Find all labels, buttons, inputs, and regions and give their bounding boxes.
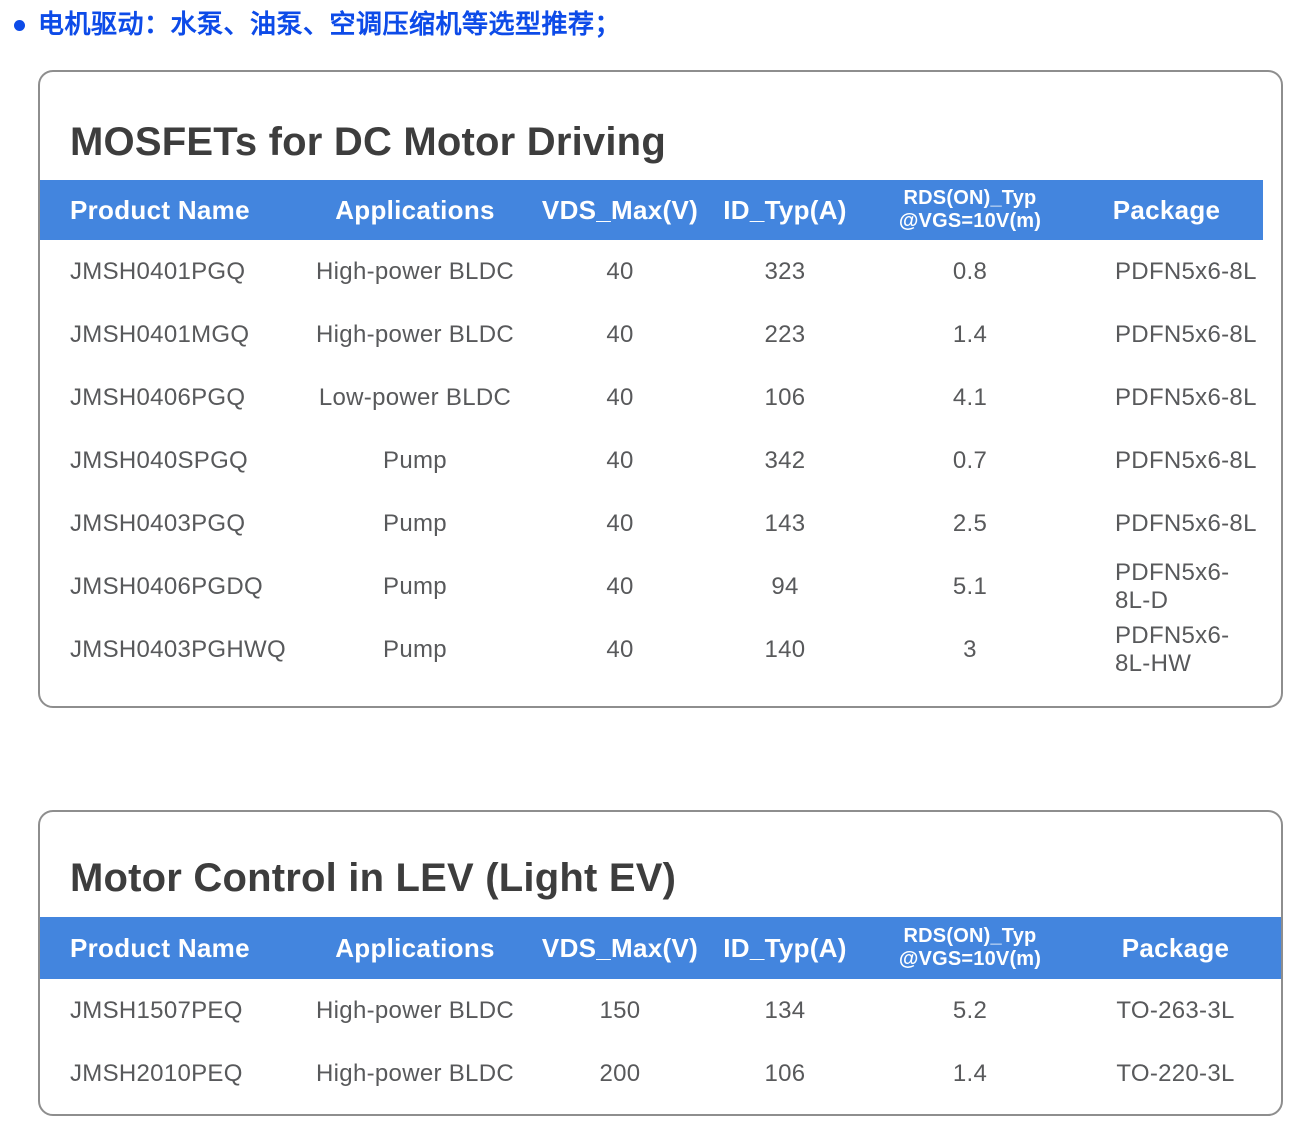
table-cell: 106 bbox=[764, 383, 806, 411]
table-cell: 4.1 bbox=[952, 383, 988, 411]
table-cell: JMSH040SPGQ bbox=[70, 446, 249, 474]
table-cell: 342 bbox=[764, 446, 806, 474]
table-cell: PDFN5x6-8L bbox=[1115, 320, 1257, 348]
rds-header-line2: @VGS=10V(m) bbox=[898, 948, 1042, 970]
table-cell: PDFN5x6-8L-D bbox=[1115, 558, 1230, 614]
column-header-applications: Applications bbox=[335, 932, 495, 963]
table-cell: JMSH1507PEQ bbox=[70, 996, 243, 1024]
table-cell: 0.8 bbox=[952, 257, 988, 285]
table-cell: 94 bbox=[771, 572, 799, 600]
dc-motor-table-body: JMSH0401PGQ High-power BLDC 40 323 0.8 PDFN5x… bbox=[40, 240, 1263, 681]
column-header-product-name: Product Name bbox=[70, 194, 250, 225]
header-row: Product Name Applications VDS_Max(V) ID_… bbox=[40, 180, 1263, 240]
table-cell: Pump bbox=[383, 635, 447, 663]
table-cell: High-power BLDC bbox=[316, 257, 514, 285]
table-cell: JMSH2010PEQ bbox=[70, 1059, 243, 1087]
bullet-headline: 电机驱动：水泵、油泵、空调压缩机等选型推荐； bbox=[14, 8, 621, 40]
table-cell: 323 bbox=[764, 257, 806, 285]
table-cell: 40 bbox=[606, 509, 634, 537]
table-cell: PDFN5x6-8L bbox=[1115, 257, 1257, 285]
lev-table-body: JMSH1507PEQ High-power BLDC 150 134 5.2 TO-26… bbox=[40, 979, 1281, 1105]
table-cell: High-power BLDC bbox=[316, 1059, 514, 1087]
dc-motor-table-header: Product Name Applications VDS_Max(V) ID_… bbox=[40, 180, 1263, 240]
column-header-rds-on: RDS(ON)_Typ @VGS=10V(m) bbox=[870, 180, 1070, 240]
table-cell: 1.4 bbox=[952, 1059, 988, 1087]
card-title-lev: Motor Control in LEV (Light EV) bbox=[70, 856, 677, 900]
dc-motor-table: Product Name Applications VDS_Max(V) ID_… bbox=[40, 180, 1263, 681]
bullet-dot-icon bbox=[14, 19, 25, 31]
table-cell: High-power BLDC bbox=[316, 996, 514, 1024]
table-cell: 5.1 bbox=[952, 572, 988, 600]
table-cell: Pump bbox=[383, 572, 447, 600]
table-cell: 134 bbox=[764, 996, 806, 1024]
table-cell: 0.7 bbox=[952, 446, 988, 474]
table-cell: Pump bbox=[383, 509, 447, 537]
column-header-product-name: Product Name bbox=[70, 932, 250, 963]
table-cell: 3 bbox=[963, 635, 977, 663]
table-cell: 40 bbox=[606, 635, 634, 663]
bullet-headline-text: 电机驱动：水泵、油泵、空调压缩机等选型推荐； bbox=[38, 9, 622, 39]
table-cell: Pump bbox=[383, 446, 447, 474]
table-cell: JMSH0406PGQ bbox=[70, 383, 246, 411]
lev-table: Product Name Applications VDS_Max(V) ID_… bbox=[40, 917, 1281, 1105]
table-cell: JMSH0401MGQ bbox=[70, 320, 250, 348]
table-cell: 5.2 bbox=[952, 996, 988, 1024]
column-header-vds-max: VDS_Max(V) bbox=[541, 932, 699, 963]
table-cell: 143 bbox=[764, 509, 806, 537]
table-cell: PDFN5x6-8L bbox=[1115, 446, 1257, 474]
table-row: JMSH0406PGQ Low-power BLDC 40 106 4.1 PDFN5x6… bbox=[40, 366, 1263, 429]
card-title-dc-motor: MOSFETs for DC Motor Driving bbox=[70, 120, 666, 164]
lev-motor-card: Motor Control in LEV (Light EV) Product … bbox=[38, 810, 1283, 1116]
table-cell: 40 bbox=[606, 257, 634, 285]
table-cell: TO-220-3L bbox=[1116, 1059, 1235, 1087]
table-cell: 40 bbox=[606, 446, 634, 474]
table-row: JMSH2010PEQ High-power BLDC 200 106 1.4 TO-22… bbox=[40, 1042, 1281, 1105]
table-cell: 106 bbox=[764, 1059, 806, 1087]
table-row: JMSH0401MGQ High-power BLDC 40 223 1.4 PDFN5x… bbox=[40, 303, 1263, 366]
lev-table-header: Product Name Applications VDS_Max(V) ID_… bbox=[40, 917, 1281, 979]
column-header-applications: Applications bbox=[335, 194, 495, 225]
rds-header-line1: RDS(ON)_Typ bbox=[903, 187, 1037, 209]
header-row: Product Name Applications VDS_Max(V) ID_… bbox=[40, 917, 1281, 979]
table-cell: High-power BLDC bbox=[316, 320, 514, 348]
table-cell: 150 bbox=[599, 996, 641, 1024]
table-cell: TO-263-3L bbox=[1116, 996, 1235, 1024]
table-cell: JMSH0403PGQ bbox=[70, 509, 246, 537]
mosfet-dc-motor-card: MOSFETs for DC Motor Driving Product Nam… bbox=[38, 70, 1283, 708]
column-header-rds-on: RDS(ON)_Typ @VGS=10V(m) bbox=[870, 917, 1070, 979]
column-header-package: Package bbox=[1112, 194, 1221, 225]
table-cell: PDFN5x6-8L bbox=[1115, 509, 1257, 537]
column-header-id-typ: ID_Typ(A) bbox=[723, 194, 847, 225]
table-row: JMSH040SPGQ Pump 40 342 0.7 PDFN5x6-8L bbox=[40, 429, 1263, 492]
table-row: JMSH1507PEQ High-power BLDC 150 134 5.2 TO-26… bbox=[40, 979, 1281, 1042]
table-cell: 1.4 bbox=[952, 320, 988, 348]
table-row: JMSH0403PGQ Pump 40 143 2.5 PDFN5x6-8L bbox=[40, 492, 1263, 555]
column-header-package: Package bbox=[1121, 932, 1230, 963]
table-cell: 40 bbox=[606, 572, 634, 600]
table-cell: JMSH0406PGDQ bbox=[70, 572, 263, 600]
column-header-id-typ: ID_Typ(A) bbox=[723, 932, 847, 963]
table-cell: 200 bbox=[599, 1059, 641, 1087]
table-cell: 223 bbox=[764, 320, 806, 348]
table-cell: JMSH0401PGQ bbox=[70, 257, 246, 285]
table-cell: PDFN5x6-8L bbox=[1115, 383, 1257, 411]
table-row: JMSH0406PGDQ Pump 40 94 5.1 PDFN5x6-8L-D bbox=[40, 555, 1263, 618]
table-row: JMSH0403PGHWQ Pump 40 140 3 PDFN5x6-8L-HW bbox=[40, 618, 1263, 681]
rds-header-line2: @VGS=10V(m) bbox=[898, 210, 1042, 232]
table-row: JMSH0401PGQ High-power BLDC 40 323 0.8 PDFN5x… bbox=[40, 240, 1263, 303]
table-cell: 2.5 bbox=[952, 509, 988, 537]
table-cell: 40 bbox=[606, 383, 634, 411]
table-cell: PDFN5x6-8L-HW bbox=[1115, 621, 1230, 677]
column-header-vds-max: VDS_Max(V) bbox=[541, 194, 699, 225]
table-cell: JMSH0403PGHWQ bbox=[70, 635, 286, 663]
rds-header-line1: RDS(ON)_Typ bbox=[903, 925, 1037, 947]
table-cell: 140 bbox=[764, 635, 806, 663]
table-cell: 40 bbox=[606, 320, 634, 348]
table-cell: Low-power BLDC bbox=[318, 383, 512, 411]
